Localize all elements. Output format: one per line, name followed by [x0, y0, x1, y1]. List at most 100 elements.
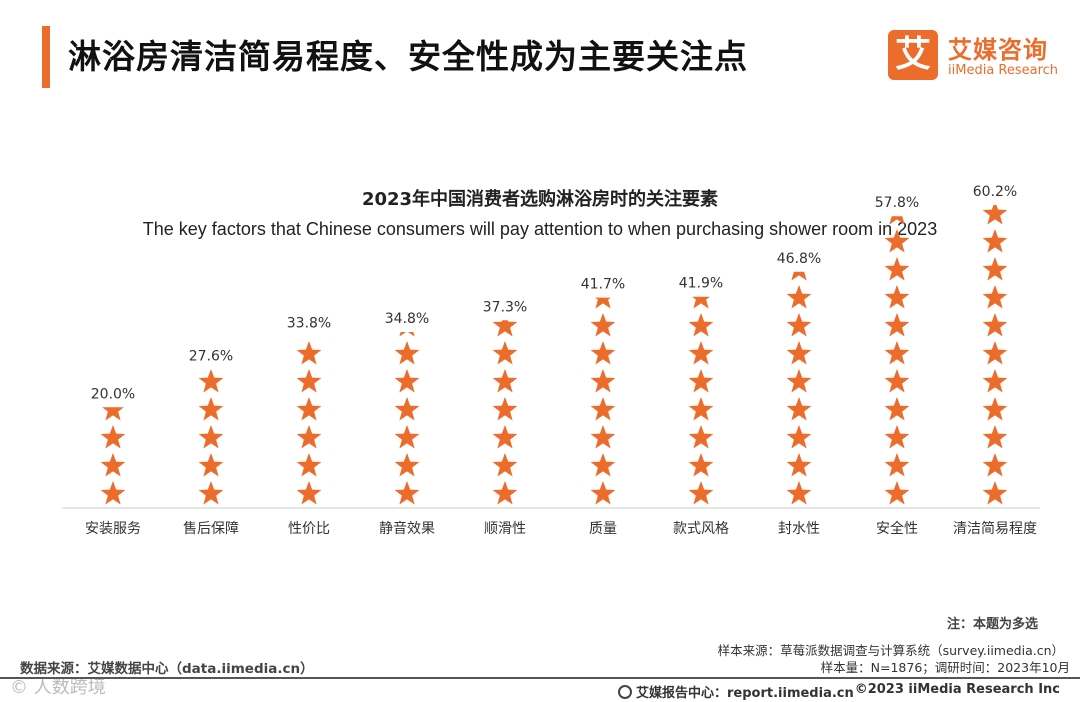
star-mark-partial: [399, 331, 415, 337]
category-label: 安装服务: [85, 521, 141, 537]
star-mark: [884, 425, 910, 449]
star-mark-partial: [692, 296, 710, 309]
star-mark: [296, 397, 322, 421]
star-mark: [100, 453, 126, 477]
value-label: 34.8%: [385, 311, 429, 327]
star-mark: [982, 341, 1008, 365]
star-mark: [394, 397, 420, 421]
category-label: 封水性: [778, 521, 820, 537]
star-mark: [492, 481, 518, 505]
star-mark: [590, 369, 616, 393]
star-mark: [198, 425, 224, 449]
value-label: 37.3%: [483, 299, 527, 315]
star-mark: [884, 285, 910, 309]
star-mark: [198, 397, 224, 421]
star-mark: [982, 257, 1008, 281]
star-mark: [688, 453, 714, 477]
sample-source-note: 样本来源：草莓派数据调查与计算系统（survey.iimedia.cn）: [717, 643, 1064, 658]
chart-subtitle: The key factors that Chinese consumers w…: [142, 219, 938, 239]
title-accent-bar: [42, 26, 50, 88]
star-mark: [296, 425, 322, 449]
value-label: 46.8%: [777, 251, 821, 267]
value-label: 27.6%: [189, 349, 233, 365]
footer-copyright: ©2023 iiMedia Research Inc: [854, 682, 1060, 697]
star-mark: [590, 481, 616, 505]
bar-2: [198, 369, 224, 505]
star-mark: [492, 425, 518, 449]
star-mark: [198, 481, 224, 505]
star-mark: [884, 369, 910, 393]
star-mark-partial: [889, 216, 905, 225]
star-mark: [688, 341, 714, 365]
star-mark: [786, 313, 812, 337]
star-mark: [492, 453, 518, 477]
star-mark: [884, 481, 910, 505]
star-mark: [786, 341, 812, 365]
star-mark-partial: [492, 320, 518, 337]
value-label: 41.9%: [679, 276, 723, 292]
bar-5: [492, 320, 518, 505]
star-mark: [786, 481, 812, 505]
page-title: 淋浴房清洁简易程度、安全性成为主要关注点: [68, 37, 748, 76]
star-mark: [688, 397, 714, 421]
bar-10: [982, 204, 1008, 505]
category-label: 款式风格: [673, 521, 729, 537]
star-mark: [296, 341, 322, 365]
data-source-note: 数据来源：艾媒数据中心（data.iimedia.cn）: [20, 661, 314, 677]
star-mark: [982, 285, 1008, 309]
star-mark: [100, 425, 126, 449]
star-mark: [590, 397, 616, 421]
value-label: 41.7%: [581, 277, 625, 293]
bar-6: [590, 297, 616, 505]
bar-8: [786, 271, 812, 505]
star-mark-partial: [595, 297, 611, 309]
star-mark: [884, 341, 910, 365]
star-mark: [982, 313, 1008, 337]
star-mark: [884, 257, 910, 281]
watermark: © 人数跨境: [10, 677, 106, 698]
star-mark: [492, 369, 518, 393]
category-label: 顺滑性: [484, 520, 526, 537]
star-mark: [394, 369, 420, 393]
star-mark: [982, 369, 1008, 393]
star-mark-partial: [198, 369, 224, 393]
bar-1: [100, 407, 126, 505]
star-mark: [394, 453, 420, 477]
footer-report-text: 艾媒报告中心：report.iimedia.cn: [636, 686, 854, 701]
star-mark: [786, 285, 812, 309]
star-mark: [786, 397, 812, 421]
value-label: 20.0%: [91, 386, 135, 402]
star-mark: [884, 229, 910, 253]
category-label: 清洁简易程度: [953, 520, 1037, 537]
value-label: 57.8%: [875, 195, 919, 211]
logo-name-cn: 艾媒咨询: [948, 36, 1048, 64]
star-mark-partial: [102, 407, 124, 421]
multi-select-note: 注：本题为多选: [946, 617, 1038, 632]
logo-mark-icon: 艾: [888, 30, 938, 80]
star-mark: [982, 453, 1008, 477]
category-label: 静音效果: [379, 520, 435, 537]
category-label: 质量: [589, 521, 617, 537]
star-mark: [884, 453, 910, 477]
star-mark: [786, 425, 812, 449]
category-label: 性价比: [288, 521, 330, 537]
star-mark: [296, 369, 322, 393]
star-mark: [590, 313, 616, 337]
iimedia-logo: 艾 艾媒咨询 iiMedia Research: [888, 30, 1068, 82]
sample-size-note: 样本量：N=1876；调研时间：2023年10月: [820, 660, 1070, 675]
chart-title: 2023年中国消费者选购淋浴房时的关注要素: [361, 189, 719, 210]
value-label: 60.2%: [973, 184, 1017, 200]
star-mark: [198, 453, 224, 477]
star-mark-partial: [791, 271, 807, 281]
value-label: 33.8%: [287, 316, 331, 332]
star-mark: [590, 341, 616, 365]
star-mark: [982, 425, 1008, 449]
star-mark: [296, 453, 322, 477]
star-mark-partial: [982, 204, 1008, 225]
star-mark: [394, 425, 420, 449]
star-mark: [394, 341, 420, 365]
star-mark: [982, 481, 1008, 505]
star-mark: [100, 481, 126, 505]
star-mark: [492, 341, 518, 365]
star-mark: [688, 369, 714, 393]
